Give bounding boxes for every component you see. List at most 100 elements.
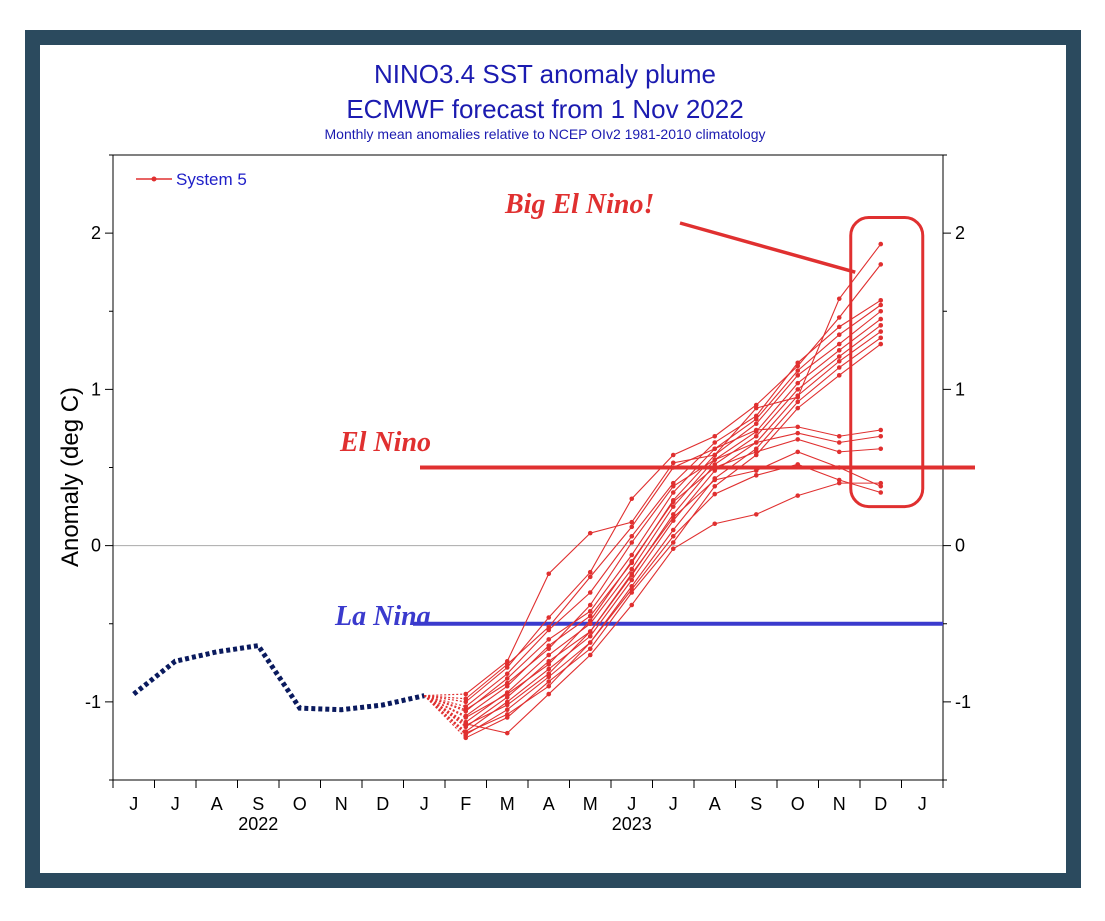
ensemble-point	[795, 430, 801, 436]
ensemble-point	[753, 427, 759, 433]
ensemble-point	[836, 433, 842, 439]
x-tick-label: M	[500, 794, 515, 814]
ensemble-member-line	[465, 432, 881, 711]
x-tick-label: O	[791, 794, 805, 814]
ensemble-point	[836, 296, 842, 302]
ensemble-point	[670, 452, 676, 458]
ensemble-point	[504, 712, 510, 717]
x-tick-label: S	[252, 794, 264, 814]
x-tick-label: N	[833, 794, 846, 814]
ensemble-point	[795, 387, 801, 392]
forecast-fan-line	[423, 695, 467, 726]
ensemble-point	[836, 348, 842, 353]
x-tick-label: F	[460, 794, 471, 814]
ensemble-point	[587, 613, 593, 619]
forecast-fan-line	[424, 695, 466, 700]
la-nina-label: La Nina	[334, 601, 431, 632]
ensemble-point	[546, 646, 552, 652]
ensemble-point	[463, 696, 469, 702]
y-axis-label: Anomaly (deg C)	[57, 387, 84, 567]
ensemble-point	[753, 449, 759, 455]
x-tick-label: O	[293, 794, 307, 814]
ensemble-point	[795, 424, 801, 430]
ensemble-point	[504, 671, 510, 677]
ensemble-point	[587, 633, 593, 639]
ensemble-point	[587, 608, 593, 614]
ensemble-point	[504, 707, 510, 712]
ensemble-point	[546, 691, 552, 697]
ensemble-point	[587, 574, 593, 580]
ensemble-point	[712, 452, 718, 458]
x-tick-label: J	[171, 794, 180, 814]
ensemble-point	[587, 629, 593, 634]
ensemble-point	[546, 683, 552, 689]
ensemble-point	[795, 405, 801, 411]
forecast-fan-line	[423, 695, 467, 728]
ensemble-point	[629, 524, 635, 530]
ensemble-point	[753, 416, 759, 422]
ensemble-point	[712, 433, 718, 439]
legend-label: System 5	[176, 170, 247, 189]
ensemble-point	[670, 540, 676, 545]
ensemble-point	[878, 427, 884, 433]
ensemble-point	[670, 504, 676, 509]
ensemble-point	[463, 721, 469, 727]
forecast-fan-line	[423, 695, 467, 725]
x-tick-label: A	[543, 794, 555, 814]
observed-series	[132, 642, 425, 713]
ensemble-point	[753, 473, 759, 478]
x-tick-label: A	[709, 794, 721, 814]
ensemble-point	[670, 490, 676, 495]
ensemble-point	[712, 457, 718, 462]
ensemble-point	[629, 533, 635, 539]
ensemble-point	[463, 730, 469, 736]
el-nino-label: El Nino	[339, 427, 431, 458]
ensemble-point	[463, 707, 469, 712]
y-tick-label-left: -1	[85, 692, 101, 712]
ensemble-point	[878, 341, 884, 347]
forecast-fan-line	[424, 695, 466, 708]
x-tick-label: N	[335, 794, 348, 814]
ensemble-point	[546, 652, 552, 658]
plume-chart: NINO3.4 SST anomaly plume ECMWF forecast…	[57, 59, 975, 834]
ensemble-point	[836, 324, 842, 330]
ensemble-point	[712, 446, 718, 452]
ensemble-point	[878, 241, 884, 247]
ensemble-point	[546, 679, 552, 684]
x-tick-label: D	[874, 794, 887, 814]
ensemble-point	[463, 691, 469, 697]
ensemble-point	[670, 527, 676, 533]
highlight-box	[849, 216, 925, 509]
ensemble-point	[629, 558, 635, 564]
ensemble-point	[795, 493, 801, 498]
x-tick-label: S	[750, 794, 762, 814]
y-tick-label-right: 0	[955, 536, 965, 556]
ensemble-point	[878, 316, 884, 322]
ensemble-point	[629, 587, 635, 592]
ensemble-point	[753, 512, 759, 517]
ensemble-point	[504, 662, 510, 667]
x-tick-label: D	[376, 794, 389, 814]
ensemble-point	[712, 477, 718, 483]
ensemble-point	[753, 421, 759, 427]
ensemble-point	[504, 680, 510, 686]
ensemble-point	[670, 546, 676, 552]
ensemble-point	[670, 515, 676, 520]
ensemble-point	[504, 702, 510, 708]
ensemble-point	[504, 730, 510, 736]
chart-title: NINO3.4 SST anomaly plume	[374, 59, 716, 89]
ensemble-point	[712, 521, 718, 527]
ensemble-point	[836, 358, 842, 364]
ensemble-point	[546, 615, 552, 620]
ensemble-point	[753, 433, 759, 439]
x-tick-label: J	[129, 794, 138, 814]
ensemble-point	[546, 637, 552, 642]
ensemble-point	[629, 519, 635, 525]
ensemble-point	[795, 368, 801, 373]
ensemble-point	[836, 440, 842, 445]
ensemble-point	[670, 483, 676, 489]
plot-area: -1 -1 0 0 1 1 2 2 J J A S O N D J F M A M J J A S O N D J 2022 2023	[85, 154, 975, 834]
ensemble-point	[587, 652, 593, 658]
ensemble-point	[753, 402, 759, 408]
ensemble-point	[587, 590, 593, 595]
